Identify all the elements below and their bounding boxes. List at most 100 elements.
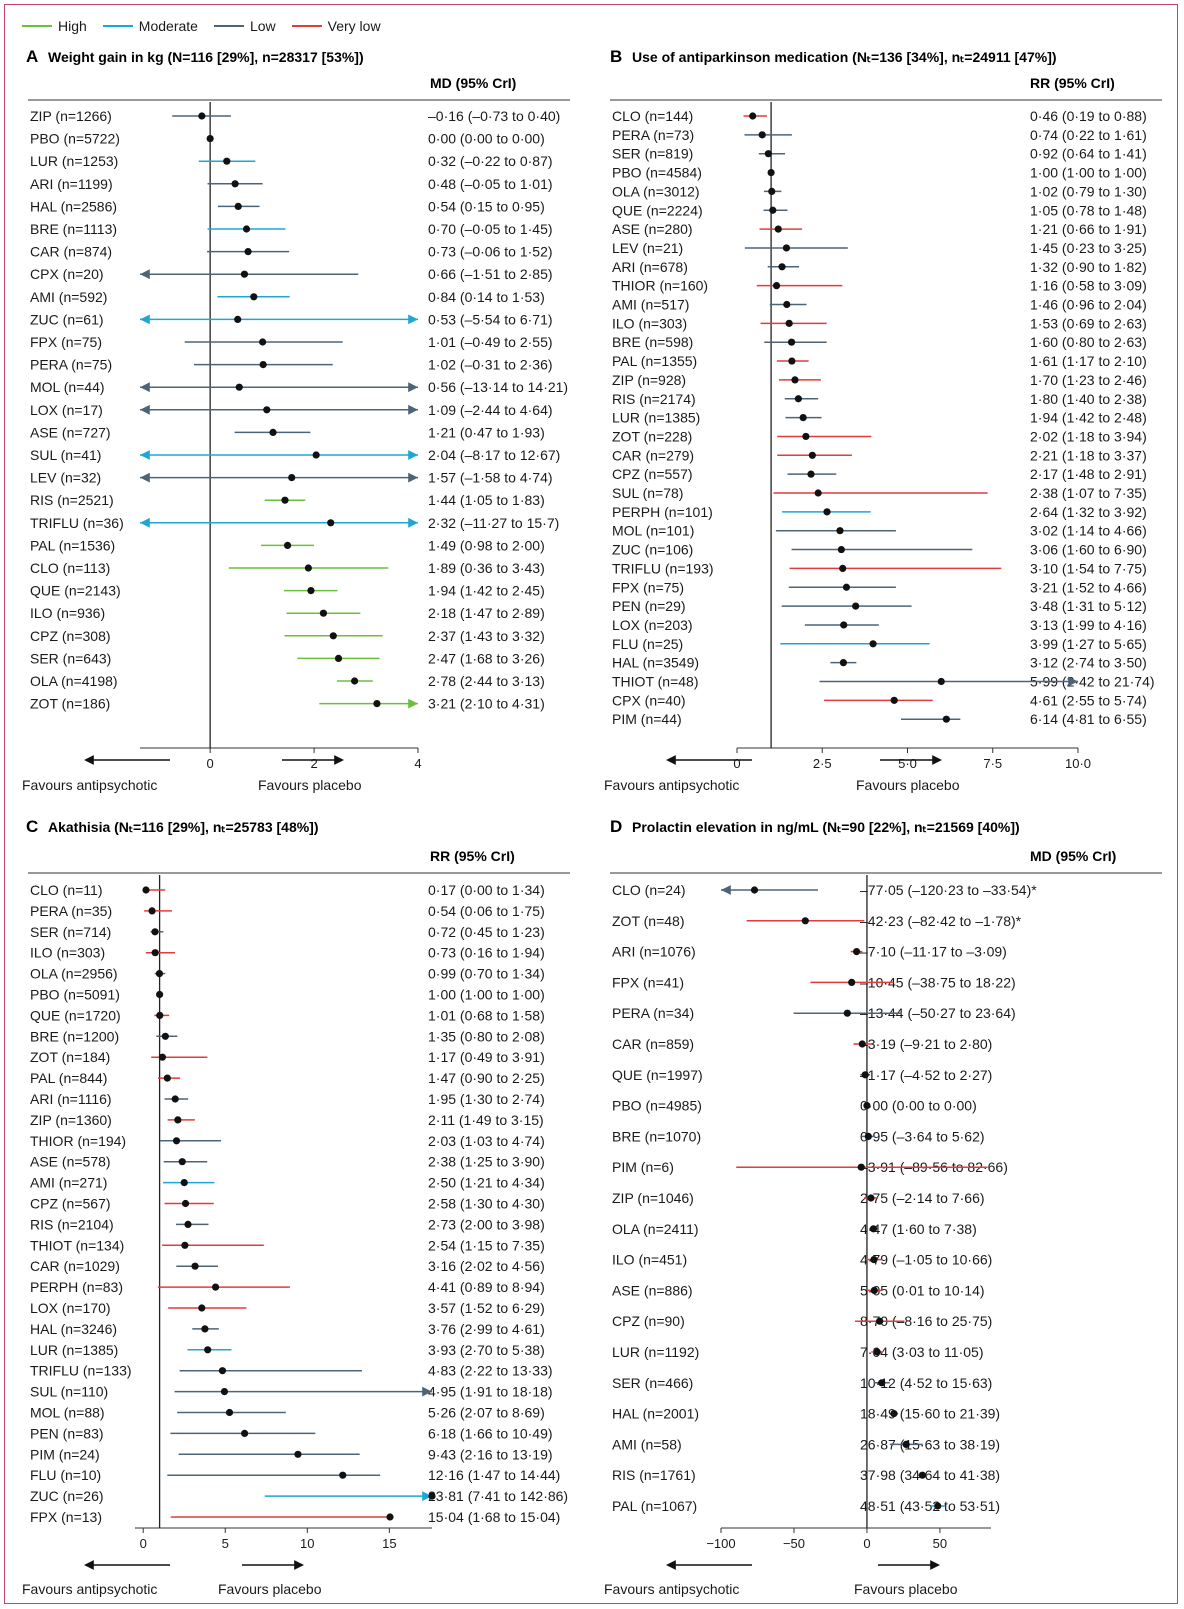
panel-b-row-estimate: 2·02 (1·18 to 3·94) bbox=[1030, 428, 1147, 444]
panel-d-row-estimate: 5·05 (0·01 to 10·14) bbox=[860, 1282, 985, 1298]
panel-b-point bbox=[802, 432, 810, 441]
panel-b-row-label: PEN (n=29) bbox=[612, 598, 686, 614]
panel-c-row-label: ASE (n=578) bbox=[30, 1154, 111, 1170]
panel-a-ci-arrow-right bbox=[408, 450, 418, 460]
panel-a-point bbox=[281, 496, 289, 504]
panel-c-row-label: TRIFLU (n=133) bbox=[30, 1363, 132, 1379]
legend-item-moderate: Moderate bbox=[102, 18, 198, 34]
panel-b-row-estimate: 1·94 (1·42 to 2·48) bbox=[1030, 410, 1147, 426]
panel-c-point bbox=[181, 1241, 189, 1249]
panel-d-point bbox=[801, 917, 809, 925]
panel-c-row-estimate: 3·57 (1·52 to 6·29) bbox=[428, 1300, 545, 1316]
panel-c-row-label: AMI (n=271) bbox=[30, 1175, 107, 1191]
panel-a-point bbox=[240, 270, 249, 278]
panel-c-tick-label: 15 bbox=[382, 1536, 396, 1551]
panel-b-title: Use of antiparkinson medication (Nₜ=136 … bbox=[632, 49, 1057, 65]
panel-c-row-label: THIOT (n=134) bbox=[30, 1237, 124, 1253]
panel-a-row-estimate: –0·16 (–0·73 to 0·40) bbox=[428, 108, 560, 124]
panel-a-point bbox=[263, 406, 271, 414]
panel-a-row-label: CPX (n=20) bbox=[30, 266, 104, 282]
panel-c-row-estimate: 1·00 (1·00 to 1·00) bbox=[428, 987, 545, 1003]
panel-a-row-estimate: 3·21 (2·10 to 4·31) bbox=[428, 696, 545, 712]
panel-d-point bbox=[902, 1440, 910, 1448]
panel-b-row-estimate: 3·02 (1·14 to 4·66) bbox=[1030, 523, 1147, 539]
panel-c-row-label: OLA (n=2956) bbox=[30, 966, 118, 982]
panel-a-row-estimate: 1·21 (0·47 to 1·93) bbox=[428, 424, 545, 440]
panel-b-row-estimate: 0·46 (0·19 to 0·88) bbox=[1030, 108, 1147, 124]
panel-b-tick-label: 0 bbox=[733, 756, 740, 771]
panel-d-ci-arrow-left bbox=[721, 885, 731, 895]
panel-d-favours-right: Favours placebo bbox=[854, 1581, 958, 1597]
panel-d-row-label: SER (n=466) bbox=[612, 1375, 693, 1391]
panel-a-letter: A bbox=[26, 47, 38, 66]
panel-a-row-label: SUL (n=41) bbox=[30, 447, 101, 463]
panel-c-point bbox=[339, 1471, 347, 1479]
panel-d-point bbox=[863, 1102, 871, 1110]
panel-c-row-estimate: 1·01 (0·68 to 1·58) bbox=[428, 1007, 545, 1023]
panel-c-row-estimate: 1·35 (0·80 to 2·08) bbox=[428, 1028, 545, 1044]
panel-a-row-estimate: 1·89 (0·36 to 3·43) bbox=[428, 560, 545, 576]
panel-d-tick-label: −100 bbox=[706, 1536, 735, 1551]
panel-b-row-label: ZOT (n=228) bbox=[612, 428, 692, 444]
panel-b-point bbox=[782, 244, 791, 252]
panel-d-column-header: MD (95% CrI) bbox=[1030, 848, 1116, 864]
legend-swatch-low bbox=[213, 25, 244, 27]
panel-c-point bbox=[171, 1095, 179, 1103]
panel-d-row-estimate: 4·79 (–1·05 to 10·66) bbox=[860, 1252, 992, 1268]
panel-b-row-label: LOX (n=203) bbox=[612, 617, 693, 633]
panel-c-row-estimate: 0·17 (0·00 to 1·34) bbox=[428, 882, 545, 898]
panel-b-row-label: AMI (n=517) bbox=[612, 297, 689, 313]
panel-a-ci-arrow-right bbox=[408, 517, 418, 528]
panel-d-row-estimate: –77·05 (–120·23 to –33·54)* bbox=[860, 882, 1037, 898]
panel-c-row-estimate: 0·99 (0·70 to 1·34) bbox=[428, 966, 545, 982]
panel-c-row-estimate: 12·16 (1·47 to 14·44) bbox=[428, 1467, 560, 1483]
panel-b-row-estimate: 1·53 (0·69 to 2·63) bbox=[1030, 315, 1147, 331]
panel-d-point bbox=[864, 1132, 872, 1140]
panel-b-row-estimate: 2·21 (1·18 to 3·37) bbox=[1030, 447, 1147, 463]
panel-a-ci-arrow-left bbox=[140, 450, 150, 460]
panel-d-row-estimate: 2·75 (–2·14 to 7·66) bbox=[860, 1190, 985, 1206]
panel-a-ci-arrow-left bbox=[140, 314, 150, 325]
panel-a-column-header: MD (95% CrI) bbox=[430, 75, 516, 91]
panel-d-favours-left-arrowhead bbox=[666, 1560, 676, 1570]
panel-c-letter: C bbox=[26, 817, 38, 836]
panel-d-row-estimate: 7·04 (3·03 to 11·05) bbox=[860, 1344, 983, 1360]
panel-b-row-estimate: 0·74 (0·22 to 1·61) bbox=[1030, 127, 1147, 143]
panel-d-row-label: ZOT (n=48) bbox=[612, 913, 685, 929]
panel-c-point bbox=[294, 1450, 302, 1458]
panel-b-row-label: THIOT (n=48) bbox=[612, 674, 699, 690]
panel-b-row-label: ILO (n=303) bbox=[612, 315, 687, 331]
panel-a-point bbox=[288, 474, 296, 482]
panel-b-row-label: PBO (n=4584) bbox=[612, 165, 702, 181]
panel-d-row-estimate: –7·10 (–11·17 to –3·09) bbox=[860, 944, 1007, 960]
panel-b-point bbox=[890, 696, 898, 704]
panel-b-point bbox=[842, 583, 851, 591]
panel-a-point bbox=[242, 225, 251, 233]
panel-b-row-estimate: 3·99 (1·27 to 5·65) bbox=[1030, 636, 1147, 652]
panel-a-point bbox=[259, 361, 267, 369]
panel-a-row-label: ZOT (n=186) bbox=[30, 696, 110, 712]
panel-c-row-label: MOL (n=88) bbox=[30, 1405, 105, 1421]
panel-b-row-label: SUL (n=78) bbox=[612, 485, 683, 501]
panel-b-row-estimate: 2·17 (1·48 to 2·91) bbox=[1030, 466, 1147, 482]
panel-a-point bbox=[250, 293, 258, 301]
panel-c-point bbox=[191, 1262, 199, 1270]
panel-a-row-estimate: 2·37 (1·43 to 3·32) bbox=[428, 628, 545, 644]
panel-c-row-estimate: 6·18 (1·66 to 10·49) bbox=[428, 1425, 553, 1441]
panel-d-row-label: CAR (n=859) bbox=[612, 1036, 694, 1052]
panel-b-row-estimate: 0·92 (0·64 to 1·41) bbox=[1030, 146, 1147, 162]
panel-b-row-estimate: 1·80 (1·40 to 2·38) bbox=[1030, 391, 1147, 407]
panel-a-ci-arrow-right bbox=[408, 314, 418, 325]
panel-d-row-label: ZIP (n=1046) bbox=[612, 1190, 694, 1206]
panel-a-row-estimate: 0·00 (0·00 to 0·00) bbox=[428, 131, 545, 147]
panel-b-row-label: CAR (n=279) bbox=[612, 447, 694, 463]
panel-c-point bbox=[218, 1367, 227, 1375]
panel-c-point bbox=[225, 1408, 234, 1417]
panel-a-row-estimate: 0·32 (–0·22 to 0·87) bbox=[428, 153, 553, 169]
panel-a-row-label: CAR (n=874) bbox=[30, 244, 112, 260]
panel-b-row-label: THIOR (n=160) bbox=[612, 278, 708, 294]
panel-b-row-label: SER (n=819) bbox=[612, 146, 693, 162]
panel-c-favours-right-arrowhead bbox=[294, 1560, 304, 1570]
panel-b-row-estimate: 5·99 (2·42 to 21·74) bbox=[1030, 674, 1155, 690]
